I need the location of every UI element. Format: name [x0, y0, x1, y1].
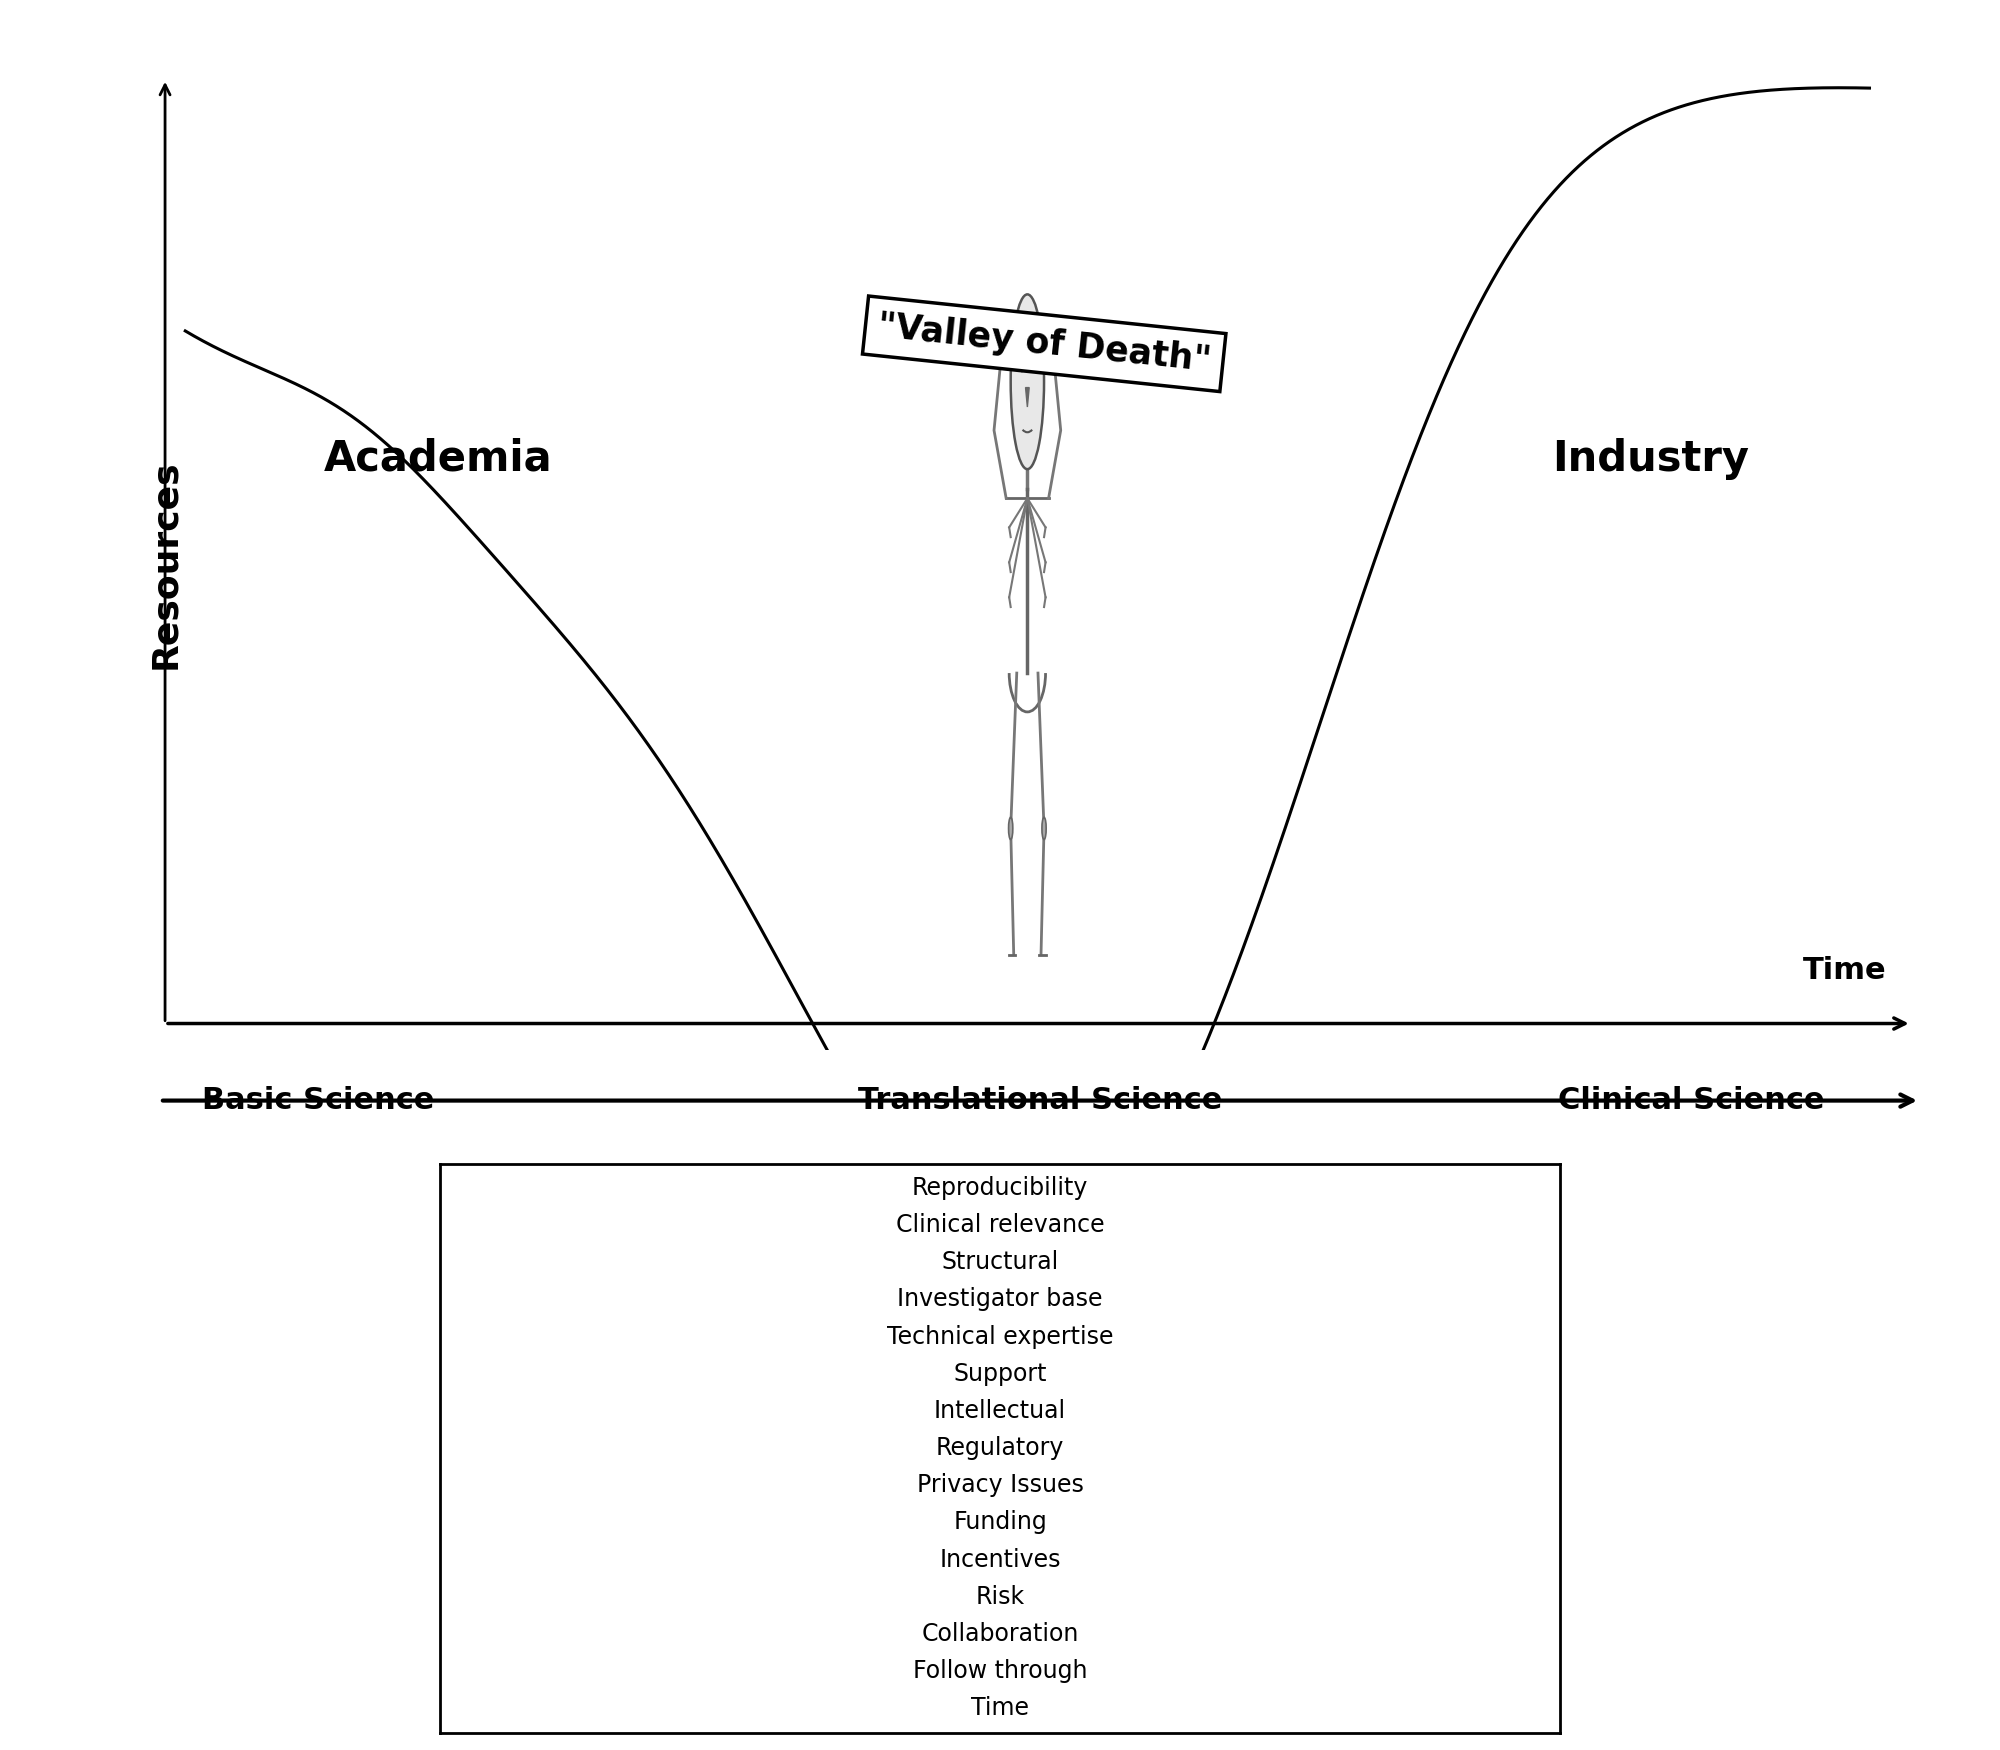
Text: Collaboration: Collaboration — [922, 1622, 1078, 1647]
Text: Support: Support — [954, 1362, 1046, 1386]
Text: Time: Time — [1802, 956, 1886, 985]
Text: Clinical relevance: Clinical relevance — [896, 1213, 1104, 1237]
Text: Privacy Issues: Privacy Issues — [916, 1474, 1084, 1498]
Text: Technical expertise: Technical expertise — [886, 1325, 1114, 1349]
Text: Structural: Structural — [942, 1250, 1058, 1274]
Circle shape — [1008, 817, 1012, 840]
Text: Risk: Risk — [976, 1586, 1024, 1608]
Text: Clinical Science: Clinical Science — [1558, 1087, 1824, 1115]
Text: Translational Science: Translational Science — [858, 1087, 1222, 1115]
Text: Basic Science: Basic Science — [202, 1087, 434, 1115]
Circle shape — [1042, 817, 1046, 840]
Text: "Valley of Death": "Valley of Death" — [876, 310, 1212, 378]
Polygon shape — [1026, 387, 1030, 408]
Text: Reproducibility: Reproducibility — [912, 1176, 1088, 1200]
Text: Regulatory: Regulatory — [936, 1437, 1064, 1460]
Circle shape — [1010, 294, 1044, 469]
Text: Follow through: Follow through — [912, 1659, 1088, 1684]
Text: Academia: Academia — [324, 438, 552, 480]
Circle shape — [1018, 334, 1026, 371]
Text: Intellectual: Intellectual — [934, 1398, 1066, 1423]
Text: Incentives: Incentives — [940, 1547, 1060, 1572]
Text: Industry: Industry — [1552, 438, 1750, 480]
Text: Resources: Resources — [148, 460, 182, 668]
Text: Time: Time — [972, 1696, 1028, 1720]
Text: Funding: Funding — [954, 1510, 1046, 1535]
Circle shape — [1030, 334, 1036, 371]
Text: Investigator base: Investigator base — [898, 1288, 1102, 1311]
